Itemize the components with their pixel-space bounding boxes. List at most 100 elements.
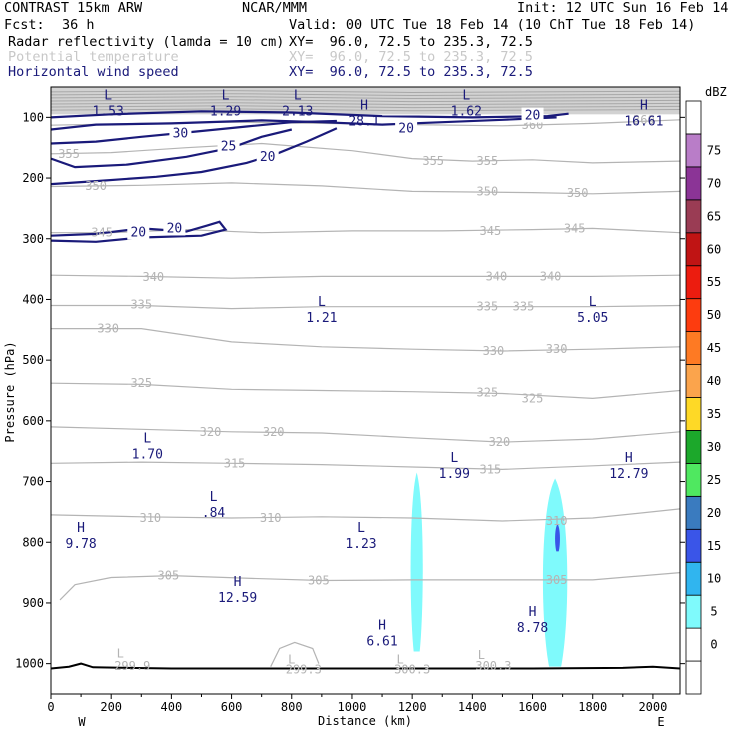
y-tick-label-1: 200: [22, 171, 44, 185]
theta-label-1: 360: [633, 113, 655, 127]
theta-label-37: 300.3: [475, 659, 511, 673]
wind-label-1: 25: [221, 139, 237, 154]
field-reflectivity-xy: XY= 96.0, 72.5 to 235.3, 72.5: [289, 34, 533, 50]
wind-label-bg-0: [169, 125, 192, 141]
colorbar-swatch-1: [685, 627, 702, 662]
terrain-surface-line: [51, 662, 680, 670]
wind-extremum-kind-8: L: [143, 431, 151, 446]
reflectivity-cell-1: [542, 478, 568, 667]
colorbar-swatch-12: [685, 265, 702, 300]
theta-extremum-1: L: [288, 652, 295, 666]
x-tick-label-10: 2000: [638, 700, 667, 714]
colorbar-label-15: 70: [707, 176, 721, 190]
wind-extremum-kind-13: L: [357, 521, 365, 536]
org-label: NCAR/MMM: [242, 0, 308, 16]
colorbar-swatch-2: [685, 594, 702, 629]
wind-label-bg-1: [217, 138, 240, 154]
upper-theta-line-2: [51, 96, 680, 100]
y-tick-label-0: 100: [22, 110, 44, 124]
colorbar-swatch-9: [685, 364, 702, 398]
theta-label-17: 330: [97, 322, 119, 336]
wind-label-bg-6: [163, 220, 186, 236]
theta-label-28: 310: [139, 511, 161, 525]
forecast-hours: 36 h: [62, 17, 95, 33]
theta-label-15: 335: [477, 300, 499, 314]
wind-extremum-kind-4: L: [462, 88, 470, 103]
y-tick-label-2: 300: [22, 232, 44, 246]
x-tick-label-8: 1600: [518, 700, 547, 714]
theta-contour-5: [51, 304, 680, 310]
theta-label-30: 310: [546, 514, 568, 528]
wind-label-3: 20: [398, 121, 414, 136]
wind-label-6: 20: [167, 221, 183, 236]
colorbar-swatch-3: [685, 561, 702, 596]
y-tick-label-6: 700: [22, 475, 44, 489]
wind-extremum-kind-2: L: [294, 88, 302, 103]
upper-theta-line-1: [51, 93, 680, 97]
theta-contour-11: [59, 572, 680, 601]
theta-label-9: 345: [480, 224, 502, 238]
theta-contour-2: [51, 182, 680, 195]
theta-contour-7: [51, 382, 680, 400]
colorbar-swatch-16: [685, 133, 702, 168]
theta-label-16: 335: [513, 300, 535, 314]
colorbar-swatch-17: [685, 100, 702, 135]
wind-extremum-value-6: 1.21: [306, 311, 337, 326]
x-tick-label-4: 800: [281, 700, 303, 714]
colorbar-swatch-15: [685, 166, 702, 201]
x-tick-label-3: 600: [221, 700, 243, 714]
y-tick-label-7: 800: [22, 535, 44, 549]
colorbar-title: dBZ: [705, 85, 727, 99]
theta-contour-8: [51, 426, 680, 443]
wind-extremum-value-2: 2.13: [282, 104, 313, 119]
wind-label-4: 20: [525, 109, 541, 124]
wind-extremum-kind-15: H: [378, 618, 386, 633]
theta-label-13: 340: [540, 269, 562, 283]
x-tick-label-7: 1400: [458, 700, 487, 714]
y-tick-label-3: 400: [22, 292, 44, 306]
theta-label-8: 345: [91, 226, 113, 240]
wind-extremum-value-10: 12.79: [609, 467, 648, 482]
wind-label-bg-4: [521, 107, 544, 123]
wind-extremum-kind-12: H: [77, 521, 85, 536]
x-tick-label-9: 1800: [578, 700, 607, 714]
colorbar-label-4: 15: [707, 539, 721, 553]
colorbar-label-5: 20: [707, 506, 721, 520]
wind-extremum-value-12: 9.78: [65, 537, 96, 552]
wind-extremum-kind-16: H: [529, 605, 537, 620]
wind-label-bg-3: [395, 120, 418, 136]
colorbar-label-16: 75: [707, 143, 721, 157]
theta-contour-6: [51, 328, 680, 352]
theta-label-36: 300.3: [394, 663, 430, 677]
theta-label-22: 325: [522, 391, 544, 405]
reflectivity-cell-0: [410, 472, 423, 652]
plot-frame: [50, 86, 681, 695]
wind-extremum-value-16: 8.78: [517, 621, 548, 636]
wind-extremum-value-11: .84: [202, 506, 226, 521]
colorbar-swatch-7: [685, 430, 702, 464]
colorbar-swatch-13: [685, 232, 702, 267]
colorbar-label-2: 5: [710, 605, 717, 619]
theta-contour-12: [270, 641, 320, 667]
reflectivity-cell-2: [555, 524, 560, 552]
colorbar-label-12: 55: [707, 275, 721, 289]
theta-label-11: 340: [142, 270, 164, 284]
theta-label-21: 325: [477, 385, 499, 399]
wind-contour-5: [51, 220, 228, 243]
theta-label-23: 320: [200, 425, 222, 439]
colorbar-swatch-10: [685, 331, 702, 365]
theta-label-19: 330: [546, 342, 568, 356]
theta-label-24: 320: [263, 425, 285, 439]
upper-theta-line-0: [51, 90, 680, 94]
wind-extremum-value-3: 28.1: [348, 115, 379, 130]
reflectivity-layer: [410, 472, 568, 667]
theta-label-4: 355: [477, 154, 499, 168]
theta-label-10: 345: [564, 221, 586, 235]
wind-extremum-kind-5: H: [640, 99, 648, 114]
colorbar-label-9: 40: [707, 374, 721, 388]
x-axis-title: Distance (km): [318, 714, 412, 728]
theta-label-25: 320: [489, 435, 511, 449]
wind-extremum-kind-1: L: [222, 88, 230, 103]
pressure-axis: 100 200 300 400 500 600 700 800 900 1000: [15, 110, 685, 671]
